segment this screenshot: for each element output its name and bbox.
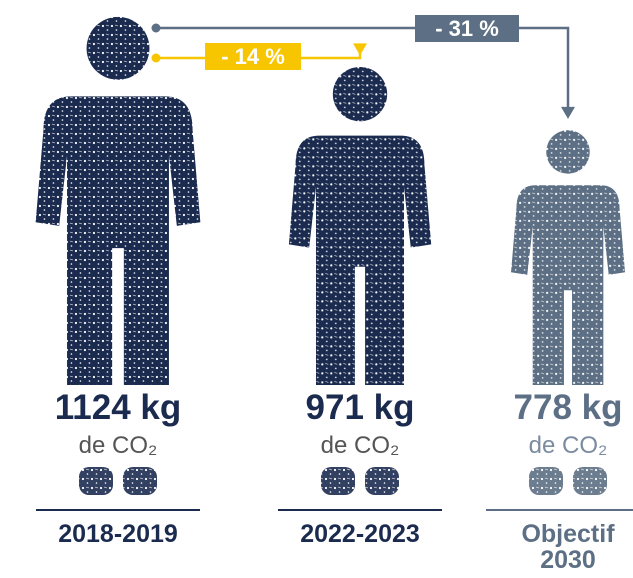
annotation-label: - 31 % [415,15,519,42]
person-figure [289,67,431,385]
feet-icon [529,467,563,495]
category-label: Objectif 2030 [486,521,633,573]
person-head [546,130,590,174]
page: (() => { const data = JSON.parse(documen… [0,0,633,578]
feet-icon [79,467,113,495]
category-label: 2018-2019 [36,521,200,547]
category-label: 2022-2023 [278,521,442,547]
person-body [511,185,625,385]
feet-icon [365,467,399,495]
feet-icon [573,467,607,495]
annotation-dot [152,54,161,63]
person-figure [511,130,625,385]
chart [0,0,633,578]
person-body [289,136,431,385]
unit-label: de CO₂ [468,432,633,460]
person-head [87,17,150,80]
arrow-head [561,107,575,119]
person-figure [36,17,201,385]
value-label: 1124 kg [18,388,218,428]
value-label: 971 kg [260,388,460,428]
arrow-head [353,43,367,55]
value-label: 778 kg [468,388,633,428]
feet-icon [321,467,355,495]
feet-icon [123,467,157,495]
person-body [36,96,201,385]
annotation-dot [152,24,161,33]
annotation-label: - 14 % [205,43,301,70]
person-head [333,67,387,121]
unit-label: de CO₂ [18,432,218,460]
unit-label: de CO₂ [260,432,460,460]
